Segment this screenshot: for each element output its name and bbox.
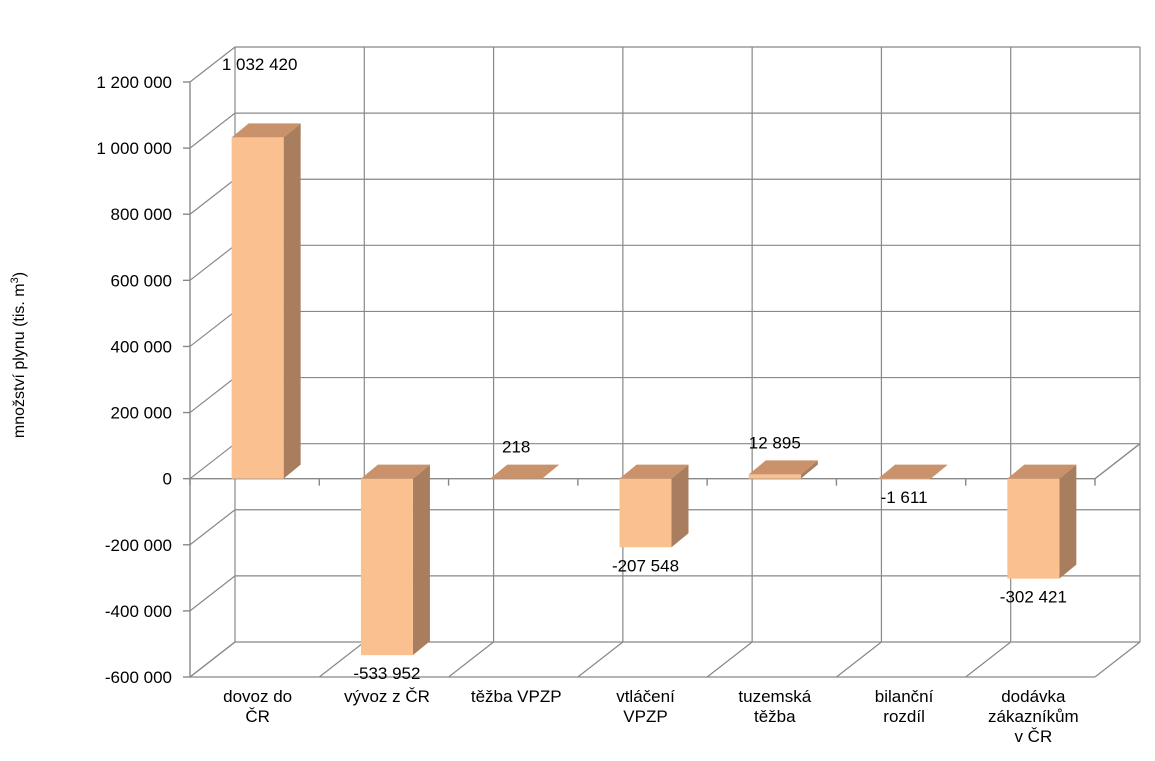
y-tick-labels: -600 000 -400 000 -200 000 0 200 000 400 000 6…	[96, 73, 172, 687]
x-axis-depth-line	[1095, 444, 1140, 479]
y-axis-title-text: množství plynu (tis. m	[11, 283, 28, 438]
bar-side	[413, 465, 430, 656]
bar-side	[284, 123, 301, 478]
axis-layer	[183, 82, 1140, 677]
y-tick-label: -600 000	[105, 668, 172, 687]
bar-front	[878, 479, 930, 480]
gridline-side	[190, 444, 235, 479]
bar	[490, 465, 559, 479]
x-category-label-line: rozdíl	[883, 707, 925, 726]
x-category-label-line: vývoz z ČR	[344, 687, 430, 706]
grid-layer	[190, 47, 1140, 677]
gridline-side	[190, 113, 235, 148]
bar-front	[749, 474, 801, 478]
bar	[878, 465, 947, 480]
data-label: -533 952	[353, 664, 420, 683]
y-tick-label: 1 200 000	[96, 73, 172, 92]
bar	[1007, 465, 1076, 579]
bar	[232, 123, 301, 478]
y-tick-label: 0	[163, 470, 172, 489]
bar	[749, 460, 818, 478]
bar-front	[361, 479, 413, 656]
y-tick-label: -200 000	[105, 536, 172, 555]
x-category-label: vývoz z ČR	[344, 687, 430, 706]
y-tick-label: 200 000	[111, 404, 172, 423]
gridline-floor	[449, 642, 494, 677]
data-label: 218	[502, 438, 530, 457]
data-label: -1 611	[881, 488, 928, 507]
gridline-floor	[1095, 642, 1140, 677]
gridline-side	[190, 378, 235, 413]
data-label: 12 895	[749, 433, 801, 452]
bar-front	[1007, 479, 1059, 579]
bar-side	[1059, 465, 1076, 579]
x-category-label-line: bilanční	[875, 687, 934, 706]
y-tick-label: -400 000	[105, 602, 172, 621]
y-tick-label: 600 000	[111, 271, 172, 290]
gridline-side	[190, 510, 235, 545]
gridline-side	[190, 179, 235, 214]
x-category-label-line: těžba	[754, 707, 796, 726]
x-category-label-line: vtláčení	[616, 687, 675, 706]
bar	[620, 465, 689, 548]
bar-top	[878, 465, 947, 479]
data-label: -207 548	[612, 556, 679, 575]
x-category-label-line: VPZP	[623, 707, 667, 726]
bar-top	[490, 465, 559, 479]
bar-front	[620, 479, 672, 548]
y-axis-title: množství plynu (tis. m3)	[9, 272, 28, 438]
x-category-label-line: tuzemská	[738, 687, 811, 706]
bar-front	[232, 137, 284, 478]
data-labels: 1 032 420 -533 952 218 -207 548 12 895 -1 611…	[222, 55, 1067, 683]
gridline-side	[190, 245, 235, 280]
y-tick-label: 400 000	[111, 337, 172, 356]
data-label: 1 032 420	[222, 55, 298, 74]
data-label: -302 421	[1000, 588, 1067, 607]
x-category-label-line: zákazníkům	[988, 707, 1079, 726]
gridline-floor	[578, 642, 623, 677]
y-tick-label: 1 000 000	[96, 139, 172, 158]
x-category-label-line: dodávka	[1001, 687, 1066, 706]
x-category-label-line: v ČR	[1014, 727, 1052, 746]
gridline-floor	[707, 642, 752, 677]
y-tick-label: 800 000	[111, 205, 172, 224]
bar-side	[672, 465, 689, 548]
x-category-label: těžba VPZP	[471, 687, 562, 706]
x-category-label-line: dovoz do	[223, 687, 292, 706]
x-category-label-line: ČR	[245, 707, 270, 726]
y-axis-title-suffix: )	[11, 272, 28, 277]
bar	[361, 465, 430, 656]
gridline-side	[190, 576, 235, 611]
gridline-floor	[190, 642, 235, 677]
gridline-floor	[836, 642, 881, 677]
x-category-label-line: těžba VPZP	[471, 687, 562, 706]
gridline-floor	[966, 642, 1011, 677]
gridline-side	[190, 311, 235, 346]
